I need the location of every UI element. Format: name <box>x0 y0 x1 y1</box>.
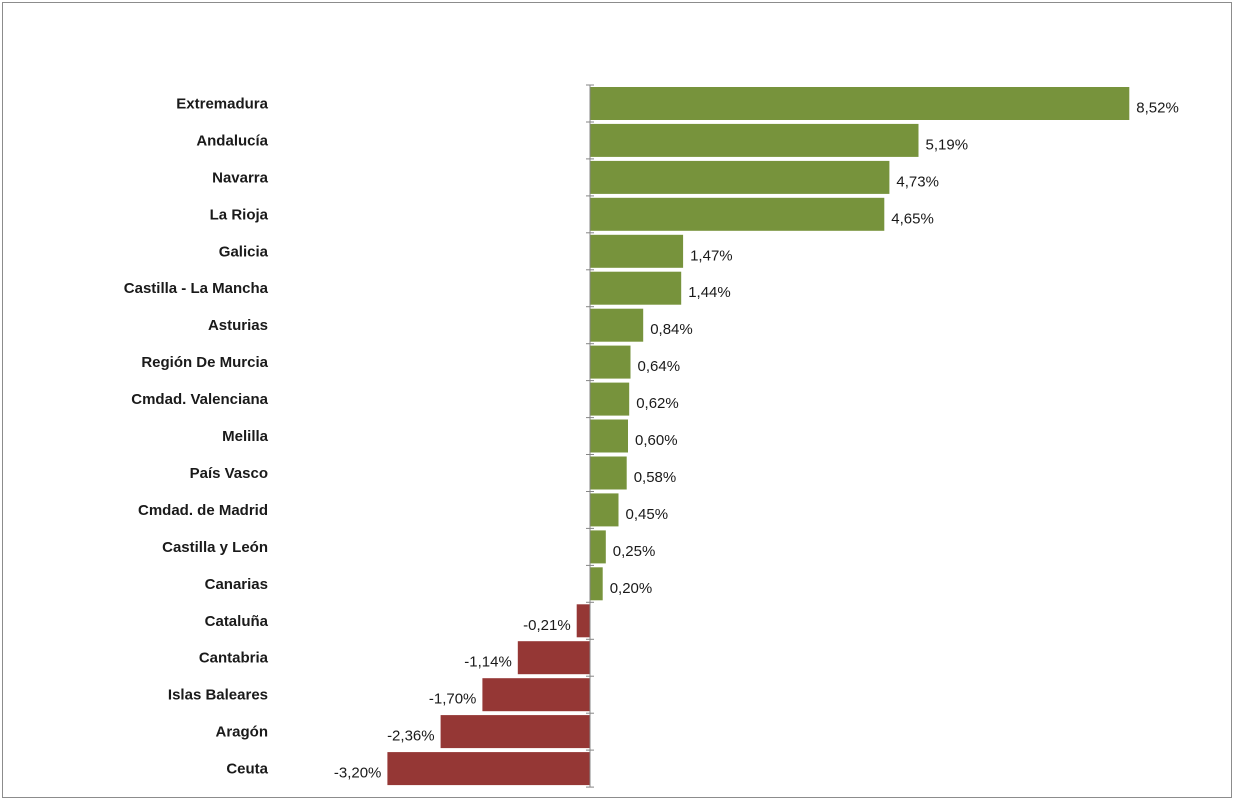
bar <box>590 234 684 268</box>
data-label: 5,19% <box>926 136 969 153</box>
category-label: Cmdad. Valenciana <box>131 391 268 408</box>
axis-group <box>586 84 594 788</box>
category-label: Asturias <box>208 317 268 334</box>
bar <box>440 715 590 749</box>
data-label: -1,14% <box>464 654 512 671</box>
bar <box>590 456 627 490</box>
bar <box>590 382 630 416</box>
data-label: 4,65% <box>891 210 934 227</box>
category-label: La Rioja <box>210 206 269 223</box>
data-labels: 8,52% 5,19% 4,73% 4,65% 1,47% 1,44% 0,84% 0,64%… <box>334 100 1179 782</box>
data-label: 0,60% <box>635 432 678 449</box>
category-label: Galicia <box>219 243 269 260</box>
data-label: 0,84% <box>650 321 693 338</box>
data-label: 8,52% <box>1136 100 1179 117</box>
bar <box>482 678 590 712</box>
data-label: 0,64% <box>638 358 681 375</box>
data-label: 4,73% <box>896 173 939 190</box>
bar <box>590 530 606 564</box>
bar <box>590 345 631 379</box>
category-label: Cmdad. de Madrid <box>138 502 268 519</box>
data-label: 1,44% <box>688 284 731 301</box>
data-label: 1,47% <box>690 247 733 264</box>
bar <box>590 419 628 453</box>
category-label: Navarra <box>212 169 269 186</box>
bar <box>576 604 590 638</box>
category-label: Melilla <box>222 428 269 445</box>
bar <box>590 123 919 157</box>
bar <box>590 493 619 527</box>
data-label: 0,25% <box>613 543 656 560</box>
category-label: Castilla y León <box>162 539 268 556</box>
data-label: 0,45% <box>626 506 669 523</box>
category-label: Ceuta <box>226 761 268 778</box>
bar <box>590 160 890 194</box>
bars-group <box>387 87 1130 786</box>
bar <box>590 567 603 601</box>
data-label: -2,36% <box>387 728 435 745</box>
data-label: -0,21% <box>523 617 571 634</box>
data-label: 0,62% <box>636 395 679 412</box>
bar <box>387 752 590 786</box>
data-label: -1,70% <box>429 691 477 708</box>
bar <box>590 197 885 231</box>
data-label: -3,20% <box>334 765 382 782</box>
bar <box>590 308 644 342</box>
category-label: Castilla - La Mancha <box>124 280 269 297</box>
bar <box>590 87 1130 120</box>
data-label: 0,58% <box>634 469 677 486</box>
category-label: Canarias <box>205 576 268 593</box>
data-label: 0,20% <box>610 580 653 597</box>
category-label: Extremadura <box>176 96 268 113</box>
category-label: Cataluña <box>205 613 269 630</box>
category-label: Aragón <box>216 724 269 741</box>
category-label: Andalucía <box>196 132 268 149</box>
category-label: Islas Baleares <box>168 687 268 704</box>
bar <box>517 641 590 675</box>
bar <box>590 271 682 305</box>
category-label: Cantabria <box>199 650 269 667</box>
category-label: Región De Murcia <box>141 354 268 371</box>
category-label: País Vasco <box>190 465 268 482</box>
category-labels: Extremadura Andalucía Navarra La Rioja Galic… <box>124 96 269 778</box>
